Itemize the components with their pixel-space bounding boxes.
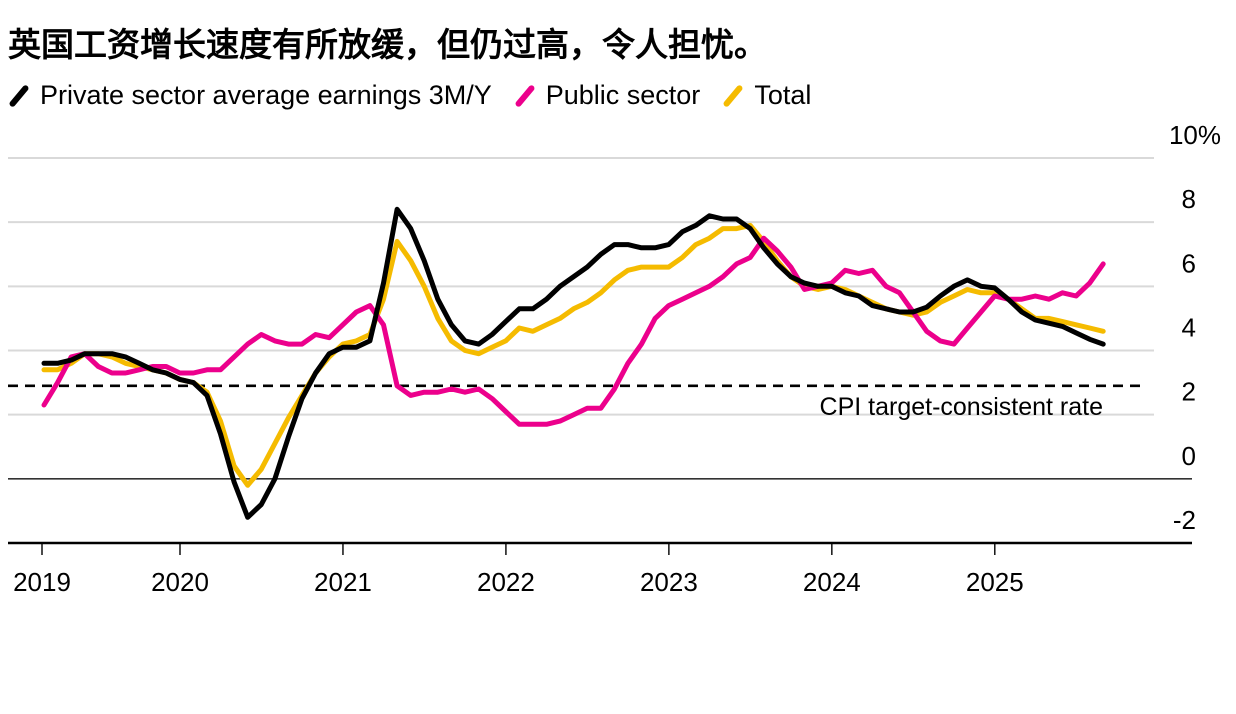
legend-item-public: Public sector xyxy=(514,80,701,111)
y-tick-label: 2 xyxy=(1182,377,1196,407)
legend-item-total: Total xyxy=(722,80,811,111)
x-tick-label: 2022 xyxy=(477,567,535,597)
private-sector-line xyxy=(41,206,1106,520)
y-tick-label: -2 xyxy=(1173,505,1196,535)
series-lines xyxy=(41,206,1106,520)
gridlines xyxy=(8,157,1192,545)
x-tick-label: 2025 xyxy=(966,567,1024,597)
x-tick-label: 2021 xyxy=(314,567,372,597)
legend: Private sector average earnings 3M/Y Pub… xyxy=(8,80,833,111)
y-tick-label: 8 xyxy=(1182,184,1196,214)
legend-item-private: Private sector average earnings 3M/Y xyxy=(8,80,492,111)
y-tick-label: 4 xyxy=(1182,313,1196,343)
y-tick-label: 0 xyxy=(1182,441,1196,471)
cpi-target-label: CPI target-consistent rate xyxy=(820,393,1103,421)
x-tick-label: 2024 xyxy=(803,567,861,597)
public-sector-line xyxy=(41,235,1106,427)
x-axis: 2019 2020 2021 2022 2023 2024 2025 xyxy=(13,543,1024,597)
legend-label-private: Private sector average earnings 3M/Y xyxy=(40,80,492,110)
y-tick-label: 10% xyxy=(1169,120,1221,150)
chart-title: 英国工资增长速度有所放缓，但仍过高，令人担忧。 xyxy=(8,25,767,64)
legend-label-total: Total xyxy=(754,80,812,110)
y-tick-label: 6 xyxy=(1182,248,1196,278)
x-tick-label: 2020 xyxy=(151,567,209,597)
x-tick-label: 2019 xyxy=(13,567,71,597)
legend-label-public: Public sector xyxy=(545,80,701,110)
x-tick-label: 2023 xyxy=(640,567,698,597)
y-axis-labels: 10% 8 6 4 2 0 -2 xyxy=(1169,120,1221,535)
total-line xyxy=(41,222,1106,488)
